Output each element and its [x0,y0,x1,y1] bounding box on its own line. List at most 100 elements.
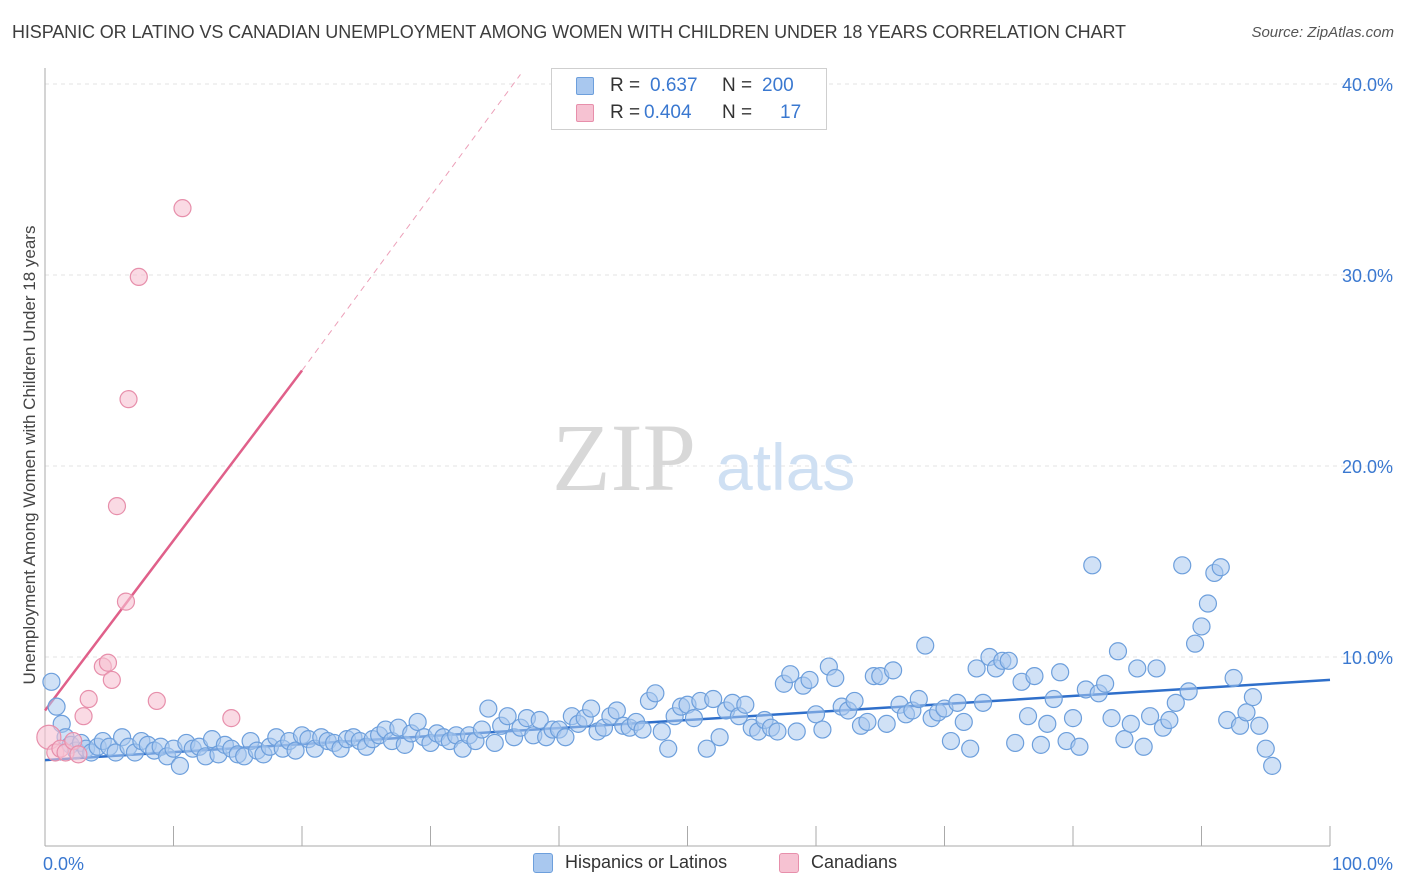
tick-labels: 10.0% 20.0% 30.0% 40.0% 0.0% 100.0% [43,75,1393,874]
hispanic-point [909,689,928,709]
canadian-point [102,670,121,690]
legend-r-value: 0.637 [650,75,698,96]
hispanic-point [781,665,800,684]
hispanic-point [582,699,601,718]
hispanic-point [1025,666,1044,686]
hispanic-point [1237,703,1256,722]
bottom-legend-label-canadian: Canadians [811,852,898,872]
hispanic-point [498,707,517,726]
hispanic-point [1166,693,1185,712]
hispanic-point [1256,739,1275,758]
x-tick-label: 0.0% [43,854,84,874]
hispanic-point [999,651,1018,670]
legend-n-value: 200 [762,75,794,96]
hispanic-point [646,684,665,703]
chart-title: HISPANIC OR LATINO VS CANADIAN UNEMPLOYM… [12,22,1126,42]
watermark: ZIP atlas [552,404,855,511]
hispanic-point [479,699,498,718]
hispanic-point [659,739,678,758]
hispanic-point [1185,634,1205,653]
hispanic-point [1243,688,1263,707]
y-tick-label: 40.0% [1342,75,1393,95]
canadian-trendline [44,369,303,712]
hispanic-point [806,705,826,724]
canadian-point [79,689,98,709]
legend-n-label: N = [722,102,753,123]
canadian-point [116,592,136,611]
hispanic-point [877,714,896,733]
y-tick-label: 30.0% [1342,266,1393,286]
hispanic-point [472,720,491,739]
hispanic-point [1083,556,1102,575]
hispanic-point [800,670,819,690]
hispanic-point [858,712,877,732]
hispanic-point [1160,710,1179,730]
hispanic-point [768,722,787,741]
bottom-legend-swatch-pink [779,853,799,873]
hispanic-point [556,728,575,747]
hispanic-point [286,741,305,760]
hispanic-point [1198,594,1218,613]
hispanic-point [1121,714,1140,733]
legend-r-value: 0.404 [644,102,692,123]
watermark-zip: ZIP [552,404,696,511]
canadian-point [74,707,93,726]
hispanic-point [697,739,716,758]
canadian-point [69,745,88,764]
canadian-trendline-extension [301,74,521,371]
hispanic-point [1263,756,1282,775]
hispanic-point [1115,730,1134,749]
hispanic-point [967,659,986,678]
hispanic-point [1140,707,1160,726]
legend-r-label: R = [610,75,641,96]
canadian-points [36,199,241,764]
hispanic-points [42,556,1282,775]
legend-swatch-blue [576,77,594,95]
hispanic-point [826,668,845,688]
x-tick-label: 100.0% [1332,854,1393,874]
hispanic-point [704,689,723,709]
hispanic-point [1179,682,1198,701]
hispanic-point [883,661,903,680]
hispanic-point [787,722,806,741]
legend-r-label: R = [610,102,641,123]
canadian-point [173,199,192,218]
hispanic-point [1070,737,1089,756]
watermark-atlas: atlas [716,430,855,504]
hispanic-point [1031,735,1050,754]
canadian-point [222,709,241,728]
hispanic-point [1173,556,1192,575]
hispanic-point [1134,737,1153,756]
y-tick-label: 10.0% [1342,648,1393,668]
bottom-legend-label-hispanic: Hispanics or Latinos [565,852,728,872]
hispanic-point [916,636,935,655]
hispanic-point [530,710,549,730]
hispanic-point [1108,642,1128,661]
hispanic-point [1063,709,1083,728]
hispanic-point [1250,716,1269,735]
axes [44,68,1331,847]
hispanic-point [1147,659,1166,678]
hispanic-point [47,697,66,716]
hispanic-point [485,733,504,753]
hispanic-point [813,720,832,739]
hispanic-point [1051,663,1070,682]
hispanic-point [408,712,427,732]
hispanic-point [170,756,190,775]
legend-swatch-pink [576,104,594,122]
hispanic-point [1044,689,1063,709]
y-tick-label: 20.0% [1342,457,1393,477]
legend-n-label: N = [722,75,753,96]
gridlines [45,83,1394,658]
hispanic-point [1224,668,1243,688]
hispanic-point [633,720,652,739]
y-axis-label: Unemployment Among Women with Children U… [20,225,39,685]
canadian-point [107,497,127,516]
hispanic-point [948,693,967,712]
legend: R = 0.637 N = 200 R = 0.404 N = 17 [551,68,827,130]
legend-n-value: 17 [780,102,802,123]
hispanic-point [684,709,704,728]
hispanic-point [42,672,61,691]
canadian-point [119,390,138,409]
